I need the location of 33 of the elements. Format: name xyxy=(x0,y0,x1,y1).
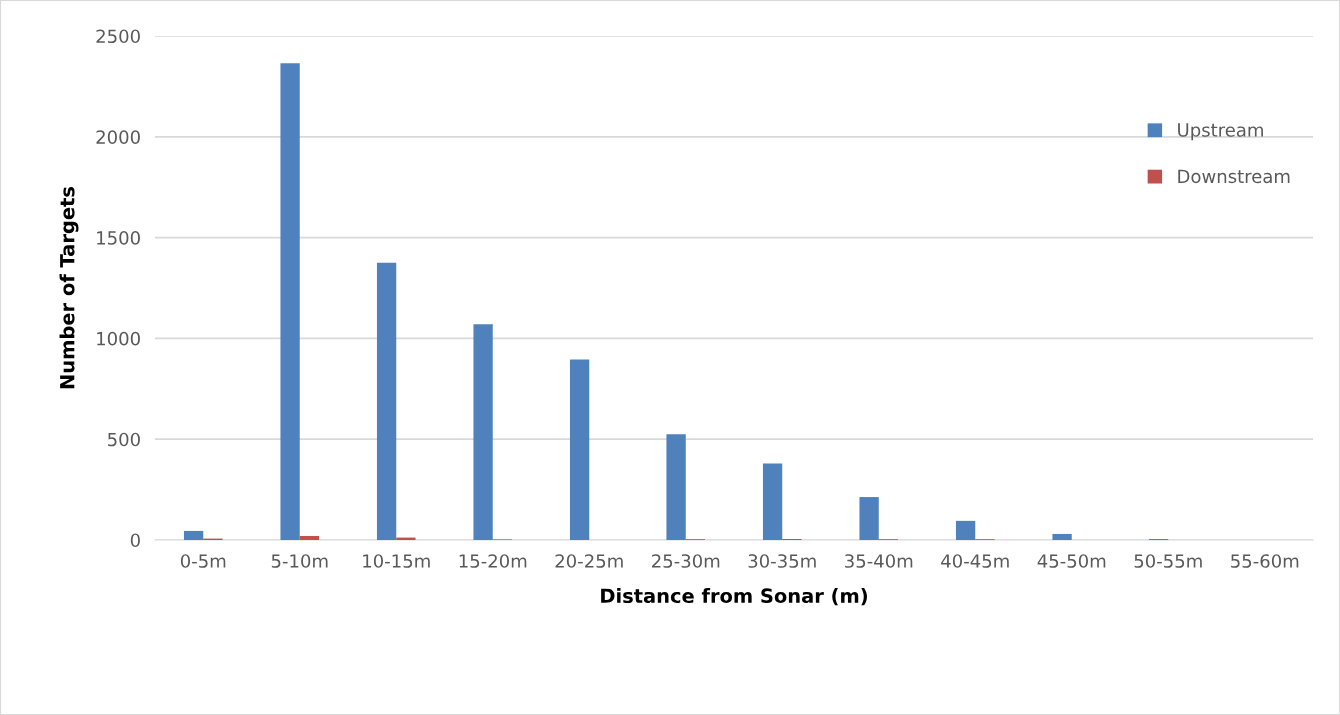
bar xyxy=(666,434,686,540)
x-tick-label: 35-40m xyxy=(845,554,913,568)
y-tick-label: 0 xyxy=(130,533,140,548)
x-tick-label: 55-60m xyxy=(1231,554,1299,568)
y-tick-label: 1000 xyxy=(97,331,140,346)
x-tick-label: 10-15m xyxy=(363,554,430,568)
bar xyxy=(859,497,879,540)
legend-label: Downstream xyxy=(1178,169,1290,184)
y-tick-label: 500 xyxy=(108,432,140,447)
bar xyxy=(1052,533,1072,540)
bar xyxy=(280,63,300,540)
bar xyxy=(569,359,590,540)
bar xyxy=(955,520,976,540)
x-tick-label: 20-25m xyxy=(555,554,623,568)
y-axis-title: Number of Targets xyxy=(59,186,79,389)
y-tick-label: 2000 xyxy=(96,130,140,144)
y-tick-label: 1500 xyxy=(97,231,140,245)
x-tick-label: 30-35m xyxy=(748,554,816,568)
y-tick-label: 2500 xyxy=(96,29,140,44)
x-tick-label: 50-55m xyxy=(1134,554,1202,568)
bar xyxy=(183,530,204,540)
legend-label: Upstream xyxy=(1178,123,1263,141)
bar xyxy=(762,463,783,540)
bar xyxy=(473,324,493,540)
x-tick-label: 5-10m xyxy=(271,554,328,568)
x-tick-label: 0-5m xyxy=(180,554,226,568)
x-tick-label: 15-20m xyxy=(459,554,527,568)
x-tick-label: 25-30m xyxy=(652,554,720,568)
x-axis-title: Distance from Sonar (m) xyxy=(601,588,867,606)
bar xyxy=(376,262,397,540)
x-tick-label: 40-45m xyxy=(941,554,1009,568)
bar xyxy=(299,535,320,540)
x-tick-label: 45-50m xyxy=(1037,554,1106,568)
